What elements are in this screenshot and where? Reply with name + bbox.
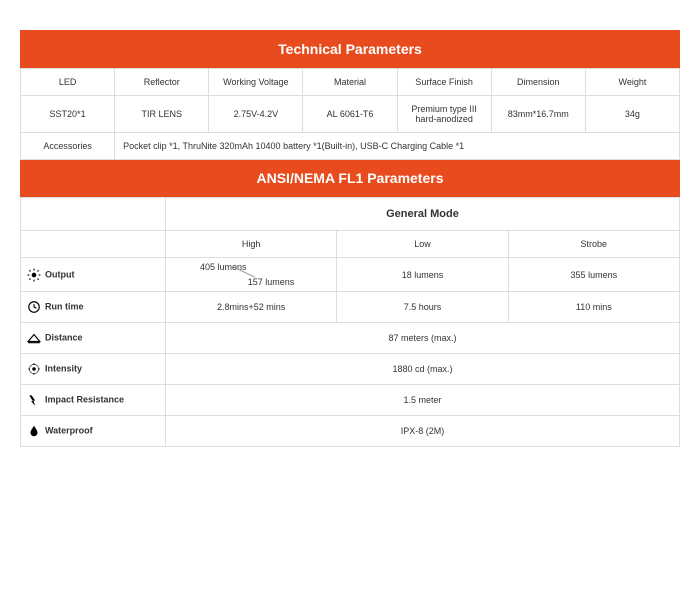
fl1-header: ANSI/NEMA FL1 Parameters — [20, 160, 680, 197]
mode-strobe: Strobe — [508, 231, 679, 258]
mode-low: Low — [337, 231, 508, 258]
td-dimension: 83mm*16.7mm — [491, 96, 585, 133]
th-material: Material — [303, 69, 397, 96]
th-reflector: Reflector — [115, 69, 209, 96]
th-weight: Weight — [585, 69, 679, 96]
waterproof-label: Waterproof — [45, 425, 93, 435]
output-strobe: 355 lumens — [508, 258, 679, 292]
row-output: Output 405 lumens 157 lumens 18 lumens 3… — [21, 258, 680, 292]
intensity-label: Intensity — [45, 363, 82, 373]
runtime-strobe: 110 mins — [508, 292, 679, 323]
clock-icon — [27, 300, 41, 314]
row-intensity: Intensity 1880 cd (max.) — [21, 354, 680, 385]
waterproof-value: IPX-8 (2M) — [165, 416, 679, 447]
accessories-row: Accessories Pocket clip *1, ThruNite 320… — [21, 133, 680, 160]
fl1-table: General Mode High Low Strobe Output 405 … — [20, 197, 680, 447]
tech-params-header: Technical Parameters — [20, 30, 680, 68]
tech-values-row: SST20*1 TIR LENS 2.75V-4.2V AL 6061-T6 P… — [21, 96, 680, 133]
output-label: Output — [45, 269, 75, 279]
general-mode-row: General Mode — [21, 198, 680, 231]
impact-icon — [27, 393, 41, 407]
tech-params-table: LED Reflector Working Voltage Material S… — [20, 68, 680, 160]
th-finish: Surface Finish — [397, 69, 491, 96]
waterproof-icon — [27, 424, 41, 438]
runtime-label: Run time — [45, 301, 84, 311]
td-reflector: TIR LENS — [115, 96, 209, 133]
th-voltage: Working Voltage — [209, 69, 303, 96]
impact-value: 1.5 meter — [165, 385, 679, 416]
distance-label: Distance — [45, 332, 83, 342]
distance-value: 87 meters (max.) — [165, 323, 679, 354]
accessories-label: Accessories — [21, 133, 115, 160]
row-impact: Impact Resistance 1.5 meter — [21, 385, 680, 416]
td-voltage: 2.75V-4.2V — [209, 96, 303, 133]
mode-header-row: High Low Strobe — [21, 231, 680, 258]
spec-sheet: Technical Parameters LED Reflector Worki… — [20, 30, 680, 447]
th-led: LED — [21, 69, 115, 96]
sun-icon — [27, 268, 41, 282]
output-high-b: 157 lumens — [248, 277, 295, 287]
td-finish: Premium type III hard-anodized — [397, 96, 491, 133]
runtime-low: 7.5 hours — [337, 292, 508, 323]
distance-icon — [27, 331, 41, 345]
output-low: 18 lumens — [337, 258, 508, 292]
intensity-value: 1880 cd (max.) — [165, 354, 679, 385]
runtime-high: 2.8mins+52 mins — [165, 292, 336, 323]
td-weight: 34g — [585, 96, 679, 133]
row-distance: Distance 87 meters (max.) — [21, 323, 680, 354]
row-runtime: Run time 2.8mins+52 mins 7.5 hours 110 m… — [21, 292, 680, 323]
td-material: AL 6061-T6 — [303, 96, 397, 133]
row-waterproof: Waterproof IPX-8 (2M) — [21, 416, 680, 447]
tech-header-row: LED Reflector Working Voltage Material S… — [21, 69, 680, 96]
mode-high: High — [165, 231, 336, 258]
td-led: SST20*1 — [21, 96, 115, 133]
impact-label: Impact Resistance — [45, 394, 124, 404]
general-mode-label: General Mode — [165, 198, 679, 231]
th-dimension: Dimension — [491, 69, 585, 96]
intensity-icon — [27, 362, 41, 376]
accessories-value: Pocket clip *1, ThruNite 320mAh 10400 ba… — [115, 133, 680, 160]
output-high-cell: 405 lumens 157 lumens — [165, 258, 336, 292]
